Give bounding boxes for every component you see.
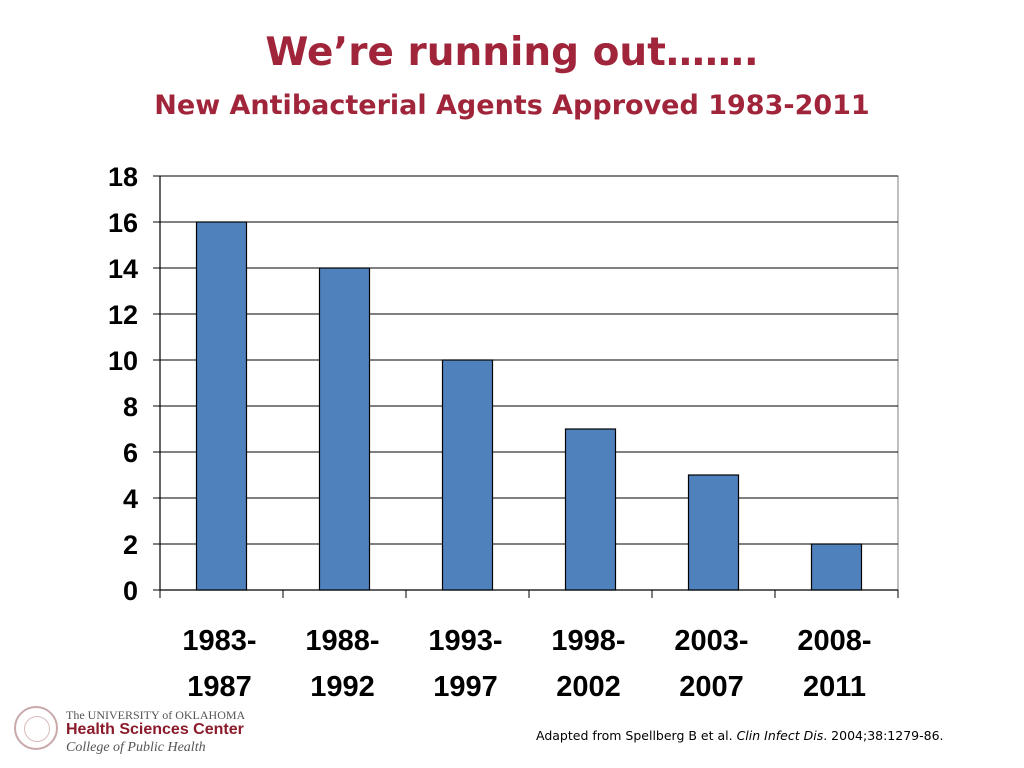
y-tick-label: 6 (123, 438, 138, 468)
y-tick-label: 10 (108, 346, 138, 376)
bar (564, 428, 617, 591)
x-category-label: 1987 (187, 671, 252, 703)
x-category-label: 2011 (803, 671, 866, 703)
bar (441, 359, 494, 591)
y-tick-label: 14 (108, 254, 138, 284)
bar (195, 221, 248, 591)
citation-suffix: . 2004;38:1279-86. (823, 728, 944, 743)
x-category-label: 1992 (310, 671, 375, 703)
x-category-label: 2002 (556, 671, 621, 703)
y-tick-label: 18 (108, 162, 138, 192)
y-tick-label: 16 (108, 208, 138, 238)
bar (318, 267, 371, 591)
citation-journal: Clin Infect Dis (736, 728, 824, 743)
x-category-label: 1998- (551, 625, 625, 657)
logo-university-name: The UNIVERSITY of OKLAHOMA (66, 708, 246, 722)
x-category-label: 2008- (797, 625, 871, 657)
y-tick-label: 4 (123, 484, 138, 514)
logo-college-name: College of Public Health (66, 740, 206, 755)
x-category-label: 1993- (428, 625, 502, 657)
bar (687, 474, 740, 591)
citation-prefix: Adapted from Spellberg B et al. (536, 728, 737, 743)
plot-area (159, 175, 899, 591)
x-category-label: 1988- (305, 625, 379, 657)
citation: Adapted from Spellberg B et al. Clin Inf… (536, 728, 944, 743)
y-tick-label: 12 (108, 300, 138, 330)
university-seal-icon (14, 706, 58, 750)
y-tick-label: 8 (123, 392, 138, 422)
x-category-label: 2003- (674, 625, 748, 657)
x-category-label: 2007 (679, 671, 744, 703)
slide-subtitle: New Antibacterial Agents Approved 1983-2… (154, 90, 870, 121)
x-category-label: 1997 (433, 671, 498, 703)
bar (810, 543, 863, 591)
university-logo: The UNIVERSITY of OKLAHOMA Health Scienc… (8, 700, 245, 760)
slide-title: We’re running out……. (265, 30, 759, 75)
y-tick-label: 0 (123, 576, 138, 606)
y-tick-label: 2 (123, 530, 138, 560)
x-category-label: 1983- (182, 625, 256, 657)
logo-center-name: Health Sciences Center (66, 721, 244, 738)
